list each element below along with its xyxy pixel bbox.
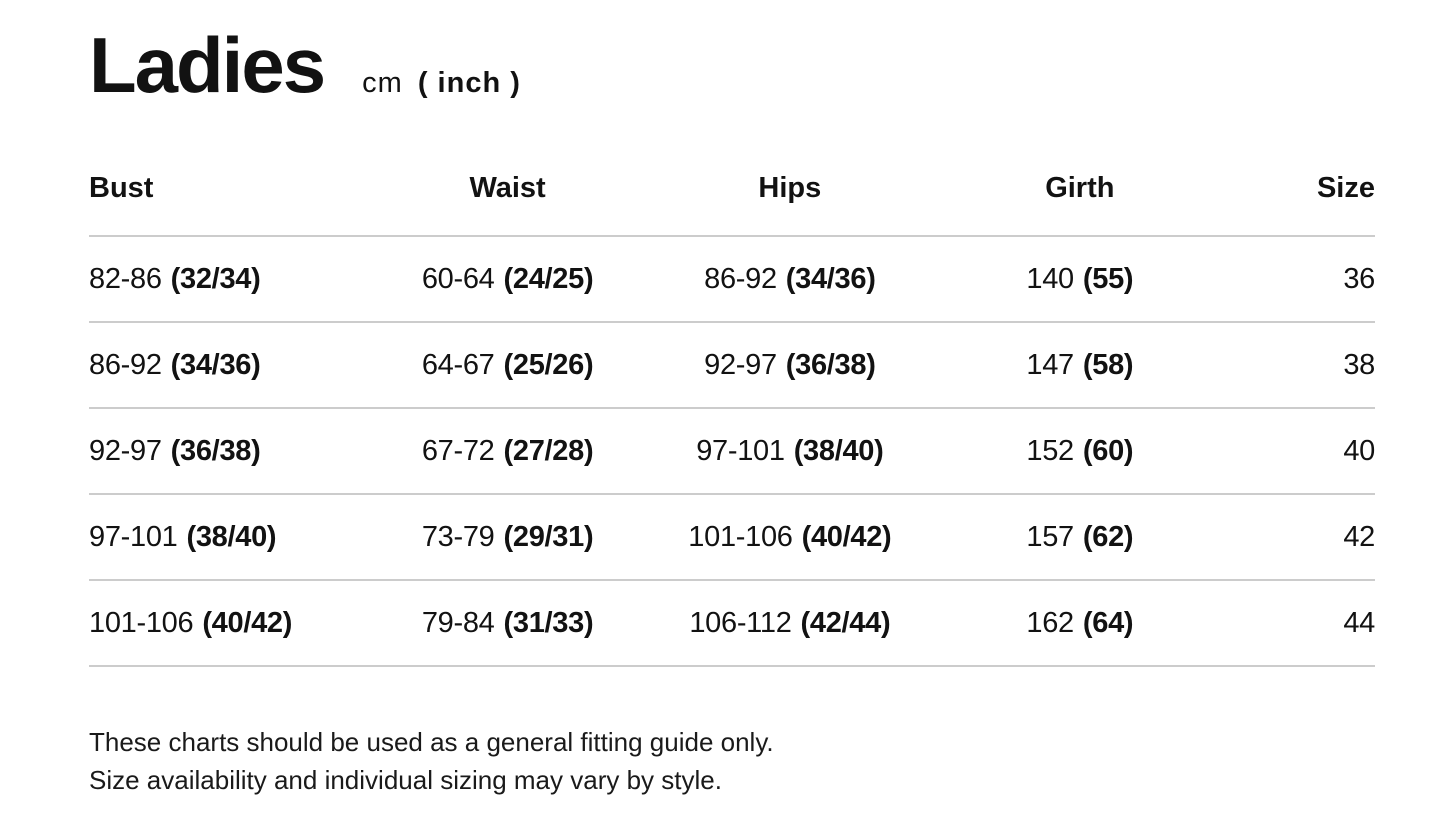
size-cell: 44 — [1220, 580, 1375, 667]
bust-cell: 86-92 (34/36) — [89, 322, 375, 409]
hips-inch: (40/42) — [801, 520, 892, 553]
waist-cm: 67-72 — [421, 434, 495, 467]
header-row: Bust Waist Hips Girth Size — [89, 150, 1375, 237]
size-guide-content: Ladies cm ( inch ) Bust Waist Hips Girth… — [89, 26, 1375, 799]
size-table: Bust Waist Hips Girth Size 82-86 (32/34) … — [89, 150, 1375, 667]
unit-prefix: cm — [362, 67, 403, 99]
size-table-body: 82-86 (32/34) 60-64 (24/25) 86-92 (34/36) 1… — [89, 236, 1375, 667]
hips-cell: 86-92 (34/36) — [640, 236, 940, 323]
unit-suffix: ( inch ) — [417, 67, 521, 99]
column-header-bust: Bust — [89, 150, 375, 237]
hips-cm: 86-92 — [704, 262, 777, 295]
size-value: 36 — [1343, 262, 1375, 295]
girth-cm: 140 — [1026, 262, 1074, 295]
hips-cell: 106-112 (42/44) — [640, 580, 940, 667]
waist-cm: 79-84 — [421, 606, 495, 639]
table-row: 82-86 (32/34) 60-64 (24/25) 86-92 (34/36) 1… — [89, 236, 1375, 323]
waist-cm: 73-79 — [421, 520, 495, 553]
girth-cm: 152 — [1026, 434, 1074, 467]
waist-inch: (25/26) — [503, 348, 594, 381]
girth-inch: (64) — [1082, 606, 1134, 639]
hips-cell: 101-106 (40/42) — [640, 494, 940, 581]
waist-inch: (24/25) — [503, 262, 594, 295]
waist-cm: 60-64 — [421, 262, 495, 295]
hips-cm: 106-112 — [689, 606, 792, 639]
bust-cm: 92-97 — [89, 434, 162, 467]
girth-inch: (58) — [1082, 348, 1134, 381]
bust-inch: (40/42) — [202, 606, 293, 639]
bust-inch: (32/34) — [170, 262, 261, 295]
size-cell: 36 — [1220, 236, 1375, 323]
waist-inch: (31/33) — [503, 606, 594, 639]
table-row: 101-106 (40/42) 79-84 (31/33) 106-112 (42/4… — [89, 580, 1375, 667]
hips-inch: (34/36) — [785, 262, 876, 295]
size-table-header: Bust Waist Hips Girth Size — [89, 150, 1375, 237]
bust-cell: 101-106 (40/42) — [89, 580, 375, 667]
hips-inch: (36/38) — [785, 348, 876, 381]
fitting-guide-note: These charts should be used as a general… — [89, 723, 1375, 799]
waist-cm: 64-67 — [421, 348, 495, 381]
column-header-waist: Waist — [374, 150, 641, 237]
page-title: Ladies — [89, 21, 326, 109]
girth-inch: (55) — [1082, 262, 1134, 295]
size-cell: 42 — [1220, 494, 1375, 581]
title-row: Ladies cm ( inch ) — [89, 26, 1375, 104]
girth-cell: 152 (60) — [939, 408, 1221, 495]
girth-cell: 162 (64) — [939, 580, 1221, 667]
bust-cm: 82-86 — [89, 262, 162, 295]
size-cell: 40 — [1220, 408, 1375, 495]
column-header-size: Size — [1220, 150, 1375, 237]
table-row: 86-92 (34/36) 64-67 (25/26) 92-97 (36/38) 1… — [89, 322, 1375, 409]
size-value: 44 — [1343, 606, 1375, 639]
fitting-guide-note-line1: These charts should be used as a general… — [89, 727, 774, 757]
bust-cell: 97-101 (38/40) — [89, 494, 375, 581]
hips-inch: (42/44) — [800, 606, 891, 639]
girth-cm: 162 — [1026, 606, 1074, 639]
size-value: 40 — [1343, 434, 1375, 467]
hips-cell: 92-97 (36/38) — [640, 322, 940, 409]
hips-inch: (38/40) — [793, 434, 884, 467]
girth-cm: 147 — [1026, 348, 1074, 381]
column-header-girth: Girth — [939, 150, 1221, 237]
bust-cm: 86-92 — [89, 348, 162, 381]
bust-cell: 82-86 (32/34) — [89, 236, 375, 323]
bust-inch: (34/36) — [170, 348, 261, 381]
unit-label: cm ( inch ) — [362, 67, 521, 100]
waist-cell: 79-84 (31/33) — [374, 580, 641, 667]
bust-cm: 97-101 — [89, 520, 178, 553]
waist-cell: 73-79 (29/31) — [374, 494, 641, 581]
column-header-hips: Hips — [640, 150, 940, 237]
waist-cell: 67-72 (27/28) — [374, 408, 641, 495]
girth-cm: 157 — [1026, 520, 1074, 553]
bust-cell: 92-97 (36/38) — [89, 408, 375, 495]
bust-inch: (38/40) — [186, 520, 277, 553]
girth-cell: 147 (58) — [939, 322, 1221, 409]
girth-inch: (62) — [1082, 520, 1134, 553]
hips-cm: 101-106 — [688, 520, 793, 553]
waist-inch: (29/31) — [503, 520, 594, 553]
girth-cell: 157 (62) — [939, 494, 1221, 581]
hips-cm: 97-101 — [696, 434, 785, 467]
table-row: 92-97 (36/38) 67-72 (27/28) 97-101 (38/40) … — [89, 408, 1375, 495]
waist-cell: 64-67 (25/26) — [374, 322, 641, 409]
bust-inch: (36/38) — [170, 434, 261, 467]
size-cell: 38 — [1220, 322, 1375, 409]
girth-cell: 140 (55) — [939, 236, 1221, 323]
bust-cm: 101-106 — [89, 606, 194, 639]
waist-cell: 60-64 (24/25) — [374, 236, 641, 323]
fitting-guide-note-line2: Size availability and individual sizing … — [89, 765, 722, 795]
size-value: 38 — [1343, 348, 1375, 381]
girth-inch: (60) — [1082, 434, 1134, 467]
waist-inch: (27/28) — [503, 434, 594, 467]
hips-cm: 92-97 — [704, 348, 777, 381]
table-row: 97-101 (38/40) 73-79 (29/31) 101-106 (40/42… — [89, 494, 1375, 581]
hips-cell: 97-101 (38/40) — [640, 408, 940, 495]
size-value: 42 — [1343, 520, 1375, 553]
